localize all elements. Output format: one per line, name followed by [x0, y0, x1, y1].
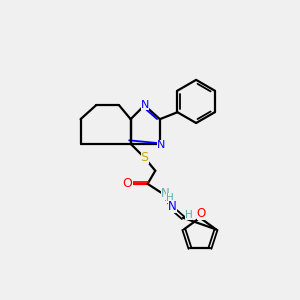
- Text: N: N: [168, 200, 177, 213]
- Text: N: N: [157, 140, 166, 150]
- Text: O: O: [123, 177, 133, 190]
- Text: S: S: [140, 151, 148, 164]
- Text: O: O: [197, 207, 206, 220]
- Text: H: H: [184, 210, 192, 220]
- Text: N: N: [161, 187, 170, 200]
- Text: H: H: [166, 193, 174, 203]
- Text: N: N: [141, 100, 149, 110]
